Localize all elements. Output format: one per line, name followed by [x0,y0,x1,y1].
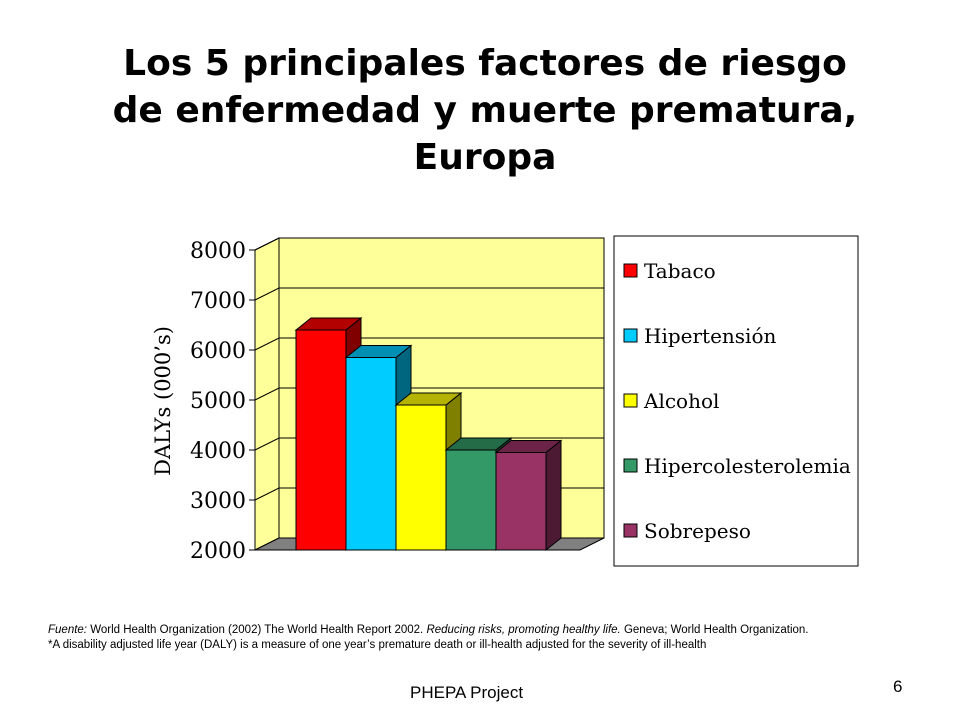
legend-label: Sobrepeso [644,519,751,543]
gridline [254,237,604,251]
y-tick-label: 8000 [190,239,246,264]
title-line-2: de enfermedad y muerte prematura, [112,90,858,131]
legend-box [613,235,859,567]
y-tick-label: 3000 [190,489,246,514]
legend-swatch [623,263,638,278]
bar-3 [395,404,447,551]
source-citation: Fuente: World Health Organization (2002)… [48,623,938,638]
source-text-1: World Health Organization (2002) The Wor… [87,624,427,636]
legend-label: Hipercolesterolemia [644,454,851,478]
source-label: Fuente: [48,624,87,636]
source-italic: Reducing risks, promoting healthy life. [426,624,621,636]
bar-side [545,439,562,552]
legend-label: Tabaco [644,259,716,283]
legend-swatch [623,523,638,538]
bar-4 [445,449,497,551]
gridline [254,387,604,401]
y-tick-label: 7000 [190,289,246,314]
legend-swatch [623,393,638,408]
y-axis-label: DALYs (000’s) [151,326,175,476]
title-line-1: Los 5 principales factores de riesgo [123,43,847,84]
footer-project: PHEPA Project [410,683,524,702]
bar-2 [345,357,397,551]
legend-label: Hipertensión [644,324,776,348]
bar-1 [295,329,347,551]
bar-5 [495,452,547,551]
gridline [254,337,604,351]
legend-swatch [623,458,638,473]
legend-label: Alcohol [643,389,719,413]
legend-swatch [623,328,638,343]
y-tick-label: 4000 [190,439,246,464]
y-tick-label: 6000 [190,339,246,364]
y-tick-label: 2000 [190,539,246,564]
page-number: 6 [893,677,903,696]
source-note: Fuente: World Health Organization (2002)… [48,623,938,653]
title-line-3: Europa [413,137,557,178]
source-text-2: Geneva; World Health Organization. [620,624,809,636]
daly-definition: *A disability adjusted life year (DALY) … [48,639,707,651]
slide-title: Los 5 principales factores de riesgo de … [60,40,910,181]
y-tick-label: 5000 [190,389,246,414]
gridline [254,287,604,301]
